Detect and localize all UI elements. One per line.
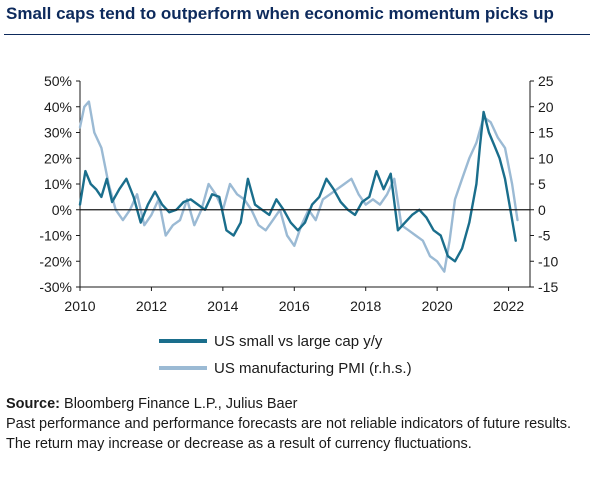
x-tick-label: 2010 xyxy=(64,298,95,314)
x-tick-label: 2018 xyxy=(350,298,381,314)
legend-label: US manufacturing PMI (r.h.s.) xyxy=(214,360,412,377)
y-left-tick-label: 10% xyxy=(44,176,72,192)
y-right-tick-label: 5 xyxy=(538,176,546,192)
y-right-tick-label: -15 xyxy=(538,279,558,295)
title-rule xyxy=(4,34,590,35)
legend-label: US small vs large cap y/y xyxy=(214,333,383,350)
small-vs-large-series-line xyxy=(78,110,517,263)
y-left-tick-label: 40% xyxy=(44,99,72,115)
disclaimer: Past performance and performance forecas… xyxy=(6,416,571,452)
y-left-tick-label: 30% xyxy=(44,125,72,141)
chart: 50% 40% 30% 20% 10% 0% -10% -20% -30% 25 20 15 10 5 0 -… xyxy=(39,73,558,377)
x-tick-label: 2014 xyxy=(207,298,238,314)
y-right-tick-label: 10 xyxy=(538,150,554,166)
y-left-tick-label: 50% xyxy=(44,73,72,89)
y-right-tick-label: 20 xyxy=(538,99,554,115)
y-left-tick-label: -10% xyxy=(39,228,72,244)
y-left-tick-label: -20% xyxy=(39,253,72,269)
x-tick-label: 2020 xyxy=(422,298,453,314)
x-tick-label: 2016 xyxy=(279,298,310,314)
x-tick-label: 2012 xyxy=(136,298,167,314)
y-right-tick-label: -10 xyxy=(538,253,558,269)
footer: Source: Bloomberg Finance L.P., Julius B… xyxy=(6,394,588,454)
y-right-tick-label: 0 xyxy=(538,202,546,218)
y-right-tick-label: -5 xyxy=(538,228,551,244)
y-right-tick-label: 25 xyxy=(538,73,554,89)
x-tick-label: 2022 xyxy=(493,298,524,314)
y-left-tick-label: 20% xyxy=(44,150,72,166)
y-left-tick-label: 0% xyxy=(52,202,72,218)
y-left-tick-label: -30% xyxy=(39,279,72,295)
source-text: Bloomberg Finance L.P., Julius Baer xyxy=(64,396,298,412)
chart-title: Small caps tend to outperform when econo… xyxy=(6,4,554,23)
source-label: Source: xyxy=(6,396,60,412)
pmi-series-line xyxy=(78,100,519,273)
y-right-tick-label: 15 xyxy=(538,125,554,141)
